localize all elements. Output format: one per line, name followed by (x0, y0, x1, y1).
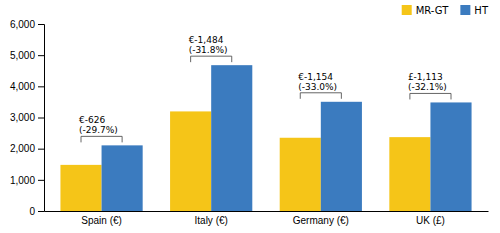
annotation: €-1,154(-33.0%) (298, 72, 337, 92)
tick-mark (38, 86, 44, 87)
tick-mark (38, 211, 44, 212)
annotation-line: €-626 (79, 115, 105, 125)
legend-label: MR-GT (416, 5, 450, 16)
bracket (81, 136, 122, 142)
bracket (410, 93, 451, 99)
annotation-line: (-31.8%) (189, 45, 228, 55)
annotation-line: (-33.0%) (298, 82, 337, 92)
bar (321, 102, 362, 211)
tick-mark (38, 180, 44, 181)
bars (60, 65, 471, 211)
tick-label: UK (£) (416, 215, 445, 226)
bar (280, 138, 321, 211)
annotation: €-1,484(-31.8%) (189, 35, 228, 55)
legend-item: MR-GT (402, 5, 450, 16)
tick-label: 1,000 (10, 175, 35, 186)
tick: UK (£) (416, 215, 445, 226)
annotations: €-626(-29.7%) €-1,484(-31.8%) €-1,154(-33.… (79, 35, 451, 142)
tick: 0 (29, 206, 44, 217)
tick-label: 5,000 (10, 50, 35, 61)
axis-line (45, 211, 489, 212)
legend-swatch (460, 5, 470, 15)
tick-label: Spain (€) (81, 215, 122, 226)
tick: 5,000 (10, 50, 44, 61)
y-axis: 0 1,000 2,000 3,000 4,000 5,000 6,000 (10, 19, 45, 217)
bracket (191, 56, 232, 62)
annotation-line: £-1,113 (408, 72, 443, 82)
tick: Italy (€) (195, 215, 228, 226)
tick: 3,000 (10, 112, 44, 123)
tick-label: 0 (29, 206, 35, 217)
axis-line (38, 25, 45, 212)
tick-mark (38, 149, 44, 150)
tick-mark (38, 118, 44, 119)
plot: 0 1,000 2,000 3,000 4,000 5,000 6,000 Spain (€)… (10, 19, 489, 226)
bracket (300, 93, 341, 99)
tick-label: 3,000 (10, 112, 35, 123)
tick-label: 4,000 (10, 81, 35, 92)
tick-mark (38, 24, 44, 25)
annotation-line: (-29.7%) (79, 125, 118, 135)
tick: 2,000 (10, 143, 44, 154)
x-axis: Spain (€) Italy (€) Germany (€) UK (£) (45, 212, 489, 227)
legend-swatch (402, 5, 412, 15)
tick: 4,000 (10, 81, 44, 92)
annotation-line: (-32.1%) (408, 82, 447, 92)
annotation-line: €-1,154 (298, 72, 333, 82)
bar (211, 65, 252, 211)
annotation: €-626(-29.7%) (79, 115, 118, 135)
legend-label: HT (474, 5, 489, 16)
bar (60, 165, 101, 211)
bar (170, 111, 211, 211)
bar (430, 102, 471, 211)
series (102, 65, 472, 211)
bar (102, 145, 143, 211)
chart: 0 1,000 2,000 3,000 4,000 5,000 6,000 Spain (€)… (0, 0, 500, 233)
tick-label: 2,000 (10, 143, 35, 154)
tick: Germany (€) (293, 215, 349, 226)
bar (389, 137, 430, 211)
tick-mark (38, 55, 44, 56)
tick-label: Italy (€) (195, 215, 228, 226)
legend: MR-GT HT (402, 5, 489, 16)
annotation: £-1,113(-32.1%) (408, 72, 447, 92)
tick-label: 6,000 (10, 19, 35, 30)
tick: 6,000 (10, 19, 44, 30)
legend-item: HT (460, 5, 489, 16)
tick: Spain (€) (81, 215, 122, 226)
tick-label: Germany (€) (293, 215, 349, 226)
annotation-line: €-1,484 (189, 35, 224, 45)
tick: 1,000 (10, 175, 44, 186)
